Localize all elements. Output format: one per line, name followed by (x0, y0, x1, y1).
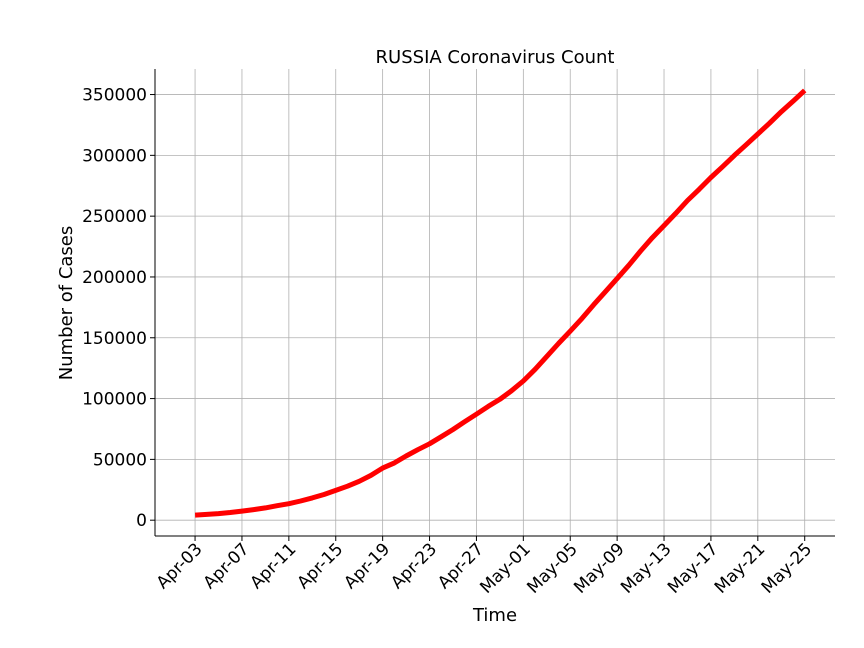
axes (154, 69, 835, 537)
x-tick-label: Apr-11 (247, 539, 301, 593)
y-tick-label: 250000 (82, 207, 147, 227)
x-tick-label: May-09 (570, 539, 628, 597)
x-tick-label: Apr-19 (340, 539, 394, 593)
y-tick-label: 300000 (82, 146, 147, 166)
series (194, 88, 807, 518)
y-axis-label: Number of Cases (56, 226, 77, 381)
x-tick-label: May-05 (523, 539, 581, 597)
grid (155, 69, 835, 536)
x-tick-label: May-01 (476, 539, 534, 597)
x-axis-label: Time (472, 605, 517, 626)
x-tick-label: Apr-23 (387, 539, 441, 593)
x-tick-label: May-17 (664, 539, 722, 597)
series-line (194, 88, 807, 518)
x-tick-label: Apr-03 (153, 539, 207, 593)
ticks: Apr-03Apr-07Apr-11Apr-15Apr-19Apr-23Apr-… (82, 86, 816, 598)
x-tick-label: May-13 (617, 539, 675, 597)
x-tick-label: Apr-15 (293, 539, 347, 593)
y-tick-label: 350000 (82, 86, 147, 106)
y-tick-label: 50000 (93, 450, 147, 470)
x-tick-label: Apr-07 (200, 539, 254, 593)
x-tick-label: May-25 (758, 539, 816, 597)
chart-title: RUSSIA Coronavirus Count (376, 47, 615, 68)
y-tick-label: 150000 (82, 329, 147, 349)
y-tick-label: 100000 (82, 390, 147, 410)
x-tick-label: May-21 (711, 539, 769, 597)
y-tick-label: 0 (136, 511, 147, 531)
y-tick-label: 200000 (82, 268, 147, 288)
